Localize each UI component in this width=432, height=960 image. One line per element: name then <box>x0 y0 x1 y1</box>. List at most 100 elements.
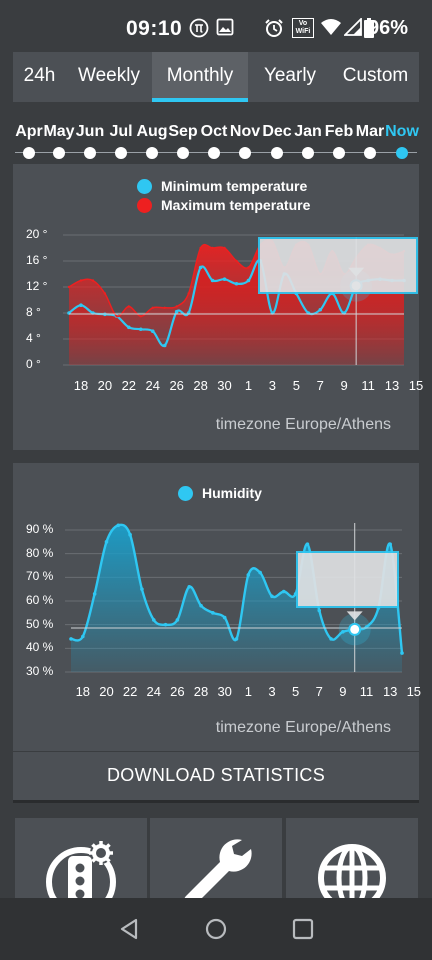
month-dot[interactable] <box>271 147 283 159</box>
temperature-chart[interactable] <box>13 164 419 450</box>
humidity-chart[interactable] <box>13 463 419 751</box>
month-nov[interactable]: Nov <box>229 123 261 140</box>
data-point <box>127 305 131 308</box>
data-point <box>222 615 227 620</box>
y-tick-label: 8 ° <box>26 305 41 319</box>
chart-tooltip <box>258 237 418 294</box>
x-tick-label: 3 <box>268 378 277 393</box>
data-point <box>187 292 190 295</box>
month-sep[interactable]: Sep <box>168 123 198 140</box>
month-aug[interactable]: Aug <box>136 123 168 140</box>
x-tick-label: 11 <box>361 378 375 393</box>
month-jun[interactable]: Jun <box>75 123 105 140</box>
month-mar[interactable]: Mar <box>355 123 385 140</box>
x-tick-label: 7 <box>316 378 324 393</box>
home-icon[interactable] <box>205 918 227 940</box>
month-oct[interactable]: Oct <box>200 123 228 140</box>
data-point <box>329 637 333 641</box>
data-point <box>116 523 121 528</box>
month-dot[interactable] <box>239 147 251 159</box>
download-statistics-button[interactable]: DOWNLOAD STATISTICS <box>13 752 419 800</box>
traffic-settings-tile[interactable] <box>15 818 147 908</box>
divider <box>13 800 419 803</box>
tab-24h[interactable]: 24h <box>23 65 56 86</box>
tab-weekly[interactable]: Weekly <box>78 65 140 86</box>
data-point <box>140 587 144 591</box>
y-tick-label: 80 % <box>26 545 54 560</box>
month-dot[interactable] <box>364 147 376 159</box>
month-apr[interactable]: Apr <box>15 123 43 140</box>
signal-icon <box>344 18 362 36</box>
month-may[interactable]: May <box>43 123 75 140</box>
data-point <box>400 651 404 655</box>
x-tick-label: 1 <box>244 378 253 393</box>
y-tick-label: 20 ° <box>26 227 48 241</box>
x-tick-label: 24 <box>146 684 161 699</box>
data-point <box>210 278 215 283</box>
alarm-icon <box>265 19 283 37</box>
data-point <box>103 292 107 295</box>
x-tick-label: 22 <box>122 684 138 699</box>
data-point <box>127 325 131 330</box>
month-dot[interactable] <box>84 147 96 159</box>
data-point <box>199 603 203 608</box>
x-tick-label: 3 <box>268 684 276 699</box>
y-tick-label: 12 ° <box>26 279 48 293</box>
temperature-chart-card: Minimum temperature Maximum temperature … <box>13 164 423 450</box>
tab-yearly[interactable]: Yearly <box>263 65 317 86</box>
x-tick-label: 18 <box>75 684 91 699</box>
x-tick-label: 28 <box>193 378 208 393</box>
legend-humidity: Humidity <box>178 485 262 501</box>
data-point <box>247 266 250 269</box>
data-point <box>199 246 202 250</box>
clock: 09:10 <box>126 17 183 40</box>
x-tick-label: 30 <box>217 378 232 393</box>
x-tick-label: 9 <box>339 684 347 699</box>
legend-swatch-blue <box>137 178 152 194</box>
data-point <box>163 622 168 627</box>
x-tick-label: 18 <box>73 378 89 393</box>
legend-min-temp: Minimum temperature <box>137 178 307 194</box>
data-point <box>128 532 132 537</box>
x-tick-label: 20 <box>99 684 114 699</box>
data-point <box>318 307 323 312</box>
tab-monthly[interactable]: Monthly <box>152 52 248 102</box>
month-dot[interactable] <box>23 147 35 159</box>
month-selector: Apr May Jun Jul Aug Sep Oct Nov Dec Jan … <box>13 102 419 164</box>
recents-icon[interactable] <box>292 918 314 940</box>
y-tick-label: 16 ° <box>26 253 48 267</box>
month-now[interactable]: Now <box>385 123 419 140</box>
globe-icon <box>318 844 386 908</box>
y-tick-label: 60 % <box>26 593 54 607</box>
back-icon[interactable] <box>118 918 140 940</box>
month-jul[interactable]: Jul <box>109 123 133 140</box>
y-tick-label: 4 ° <box>26 331 41 345</box>
legend-swatch-blue <box>178 485 193 501</box>
legend-swatch-red <box>137 197 152 213</box>
data-point <box>151 618 156 622</box>
month-dot[interactable] <box>177 147 189 159</box>
data-point <box>139 315 142 318</box>
x-tick-label: 15 <box>408 378 424 393</box>
month-dot[interactable] <box>53 147 65 159</box>
data-point <box>151 306 154 309</box>
month-dot[interactable] <box>333 147 345 159</box>
tab-custom[interactable]: Custom <box>342 65 409 86</box>
y-tick-label: 50 % <box>26 616 54 631</box>
month-dot-now[interactable] <box>396 147 408 159</box>
month-feb[interactable]: Feb <box>324 123 354 140</box>
tools-tile[interactable] <box>150 818 282 908</box>
data-point <box>222 277 227 281</box>
month-dec[interactable]: Dec <box>262 123 292 140</box>
month-dot[interactable] <box>115 147 127 159</box>
series-area-minimum-temperature <box>69 260 404 365</box>
month-dot[interactable] <box>302 147 314 159</box>
data-point <box>79 279 83 282</box>
month-jan[interactable]: Jan <box>294 123 322 140</box>
globe-tile[interactable] <box>286 818 418 908</box>
data-point <box>163 306 166 309</box>
data-point <box>258 570 262 575</box>
month-dot[interactable] <box>208 147 220 159</box>
month-dot[interactable] <box>146 147 158 159</box>
data-point <box>223 246 226 250</box>
